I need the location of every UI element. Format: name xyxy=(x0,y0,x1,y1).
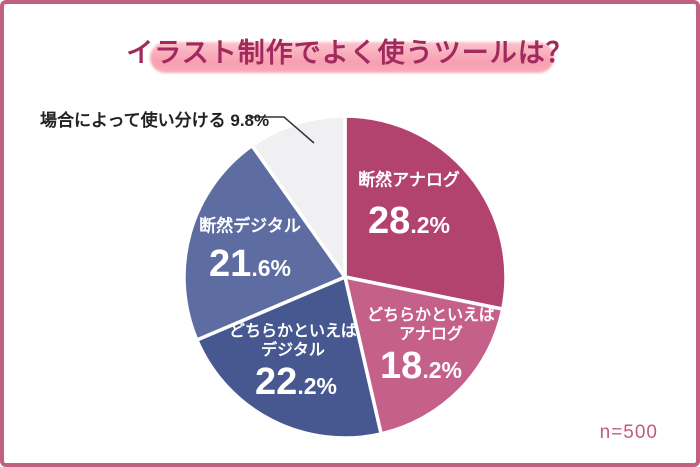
slice-value-rather-digital-dec: .2% xyxy=(297,373,337,399)
slice-label-digital: 断然デジタル xyxy=(199,216,301,236)
slice-label-rather-analog: どちらかといえば アナログ xyxy=(367,306,495,344)
slice-value-analog: 28.2% xyxy=(368,202,450,240)
external-slice-label-case-by-case: 場合によって使い分ける 9.8% xyxy=(40,111,270,130)
pie-slice-3 xyxy=(195,275,383,440)
slice-value-rather-analog: 18.2% xyxy=(380,347,462,385)
pie-slice-4 xyxy=(182,143,347,342)
slice-value-rather-analog-int: 18 xyxy=(380,345,423,387)
leader-line xyxy=(249,116,315,144)
slice-label-rather-digital-line2: デジタル xyxy=(261,342,325,359)
pie-slices-group xyxy=(182,114,508,440)
pie-slice-5 xyxy=(250,114,347,279)
slice-value-analog-dec: .2% xyxy=(410,212,450,238)
slice-label-rather-analog-line2: アナログ xyxy=(399,326,463,343)
slice-label-analog: 断然アナログ xyxy=(358,170,460,190)
title-highlight-swash xyxy=(150,42,554,73)
slice-value-rather-digital: 22.2% xyxy=(255,363,337,401)
sample-size-note: n=500 xyxy=(599,422,658,443)
slice-value-analog-int: 28 xyxy=(368,200,411,242)
chart-title: イラスト制作でよく使うツールは？ xyxy=(126,38,574,68)
pie-slice-2 xyxy=(343,275,505,436)
slice-label-rather-digital-line1: どちらかといえば xyxy=(228,323,358,340)
slice-label-rather-analog-line1: どちらかといえば xyxy=(366,307,496,324)
slice-value-digital: 21.6% xyxy=(209,245,291,283)
slice-value-rather-analog-dec: .2% xyxy=(422,357,462,383)
slice-label-rather-digital: どちらかといえば デジタル xyxy=(229,322,357,360)
slice-value-rather-digital-int: 22 xyxy=(255,361,298,403)
slice-value-digital-dec: .6% xyxy=(251,255,291,281)
slice-value-digital-int: 21 xyxy=(209,243,252,285)
pie-slice-1 xyxy=(343,114,508,311)
